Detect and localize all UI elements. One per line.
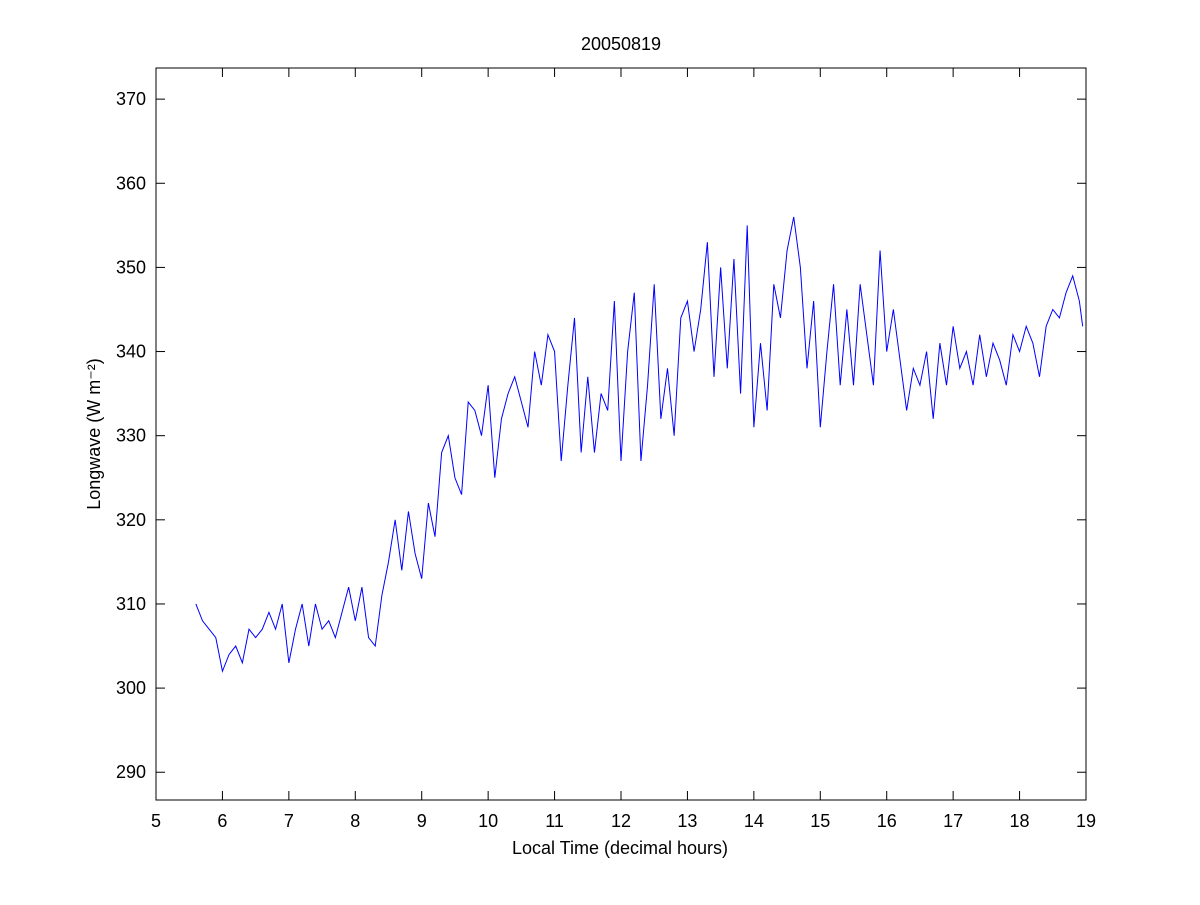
x-tick-label: 6 bbox=[217, 811, 227, 831]
x-tick-label: 17 bbox=[943, 811, 963, 831]
x-tick-label: 11 bbox=[545, 811, 564, 831]
x-tick-label: 9 bbox=[417, 811, 427, 831]
y-axis-label: Longwave (W m⁻²) bbox=[84, 358, 104, 510]
y-tick-label: 350 bbox=[116, 257, 146, 277]
data-line bbox=[195, 216, 1084, 674]
y-tick-label: 340 bbox=[116, 342, 146, 362]
x-tick-label: 8 bbox=[350, 811, 360, 831]
y-tick-label: 310 bbox=[116, 594, 146, 614]
x-axis-label: Local Time (decimal hours) bbox=[512, 838, 728, 858]
y-tick-label: 300 bbox=[116, 678, 146, 698]
y-tick-label: 360 bbox=[116, 173, 146, 193]
y-tick-label: 330 bbox=[116, 426, 146, 446]
x-tick-label: 19 bbox=[1076, 811, 1096, 831]
x-tick-label: 12 bbox=[611, 811, 631, 831]
x-tick-label: 7 bbox=[284, 811, 294, 831]
x-tick-label: 5 bbox=[151, 811, 161, 831]
y-tick-label: 370 bbox=[116, 89, 146, 109]
x-tick-label: 10 bbox=[478, 811, 498, 831]
chart-title: 20050819 bbox=[581, 34, 661, 54]
y-tick-label: 320 bbox=[116, 510, 146, 530]
x-tick-label: 13 bbox=[677, 811, 697, 831]
x-tick-label: 15 bbox=[810, 811, 830, 831]
x-tick-label: 14 bbox=[744, 811, 764, 831]
x-tick-label: 18 bbox=[1010, 811, 1030, 831]
x-tick-label: 16 bbox=[877, 811, 897, 831]
y-tick-label: 290 bbox=[116, 762, 146, 782]
